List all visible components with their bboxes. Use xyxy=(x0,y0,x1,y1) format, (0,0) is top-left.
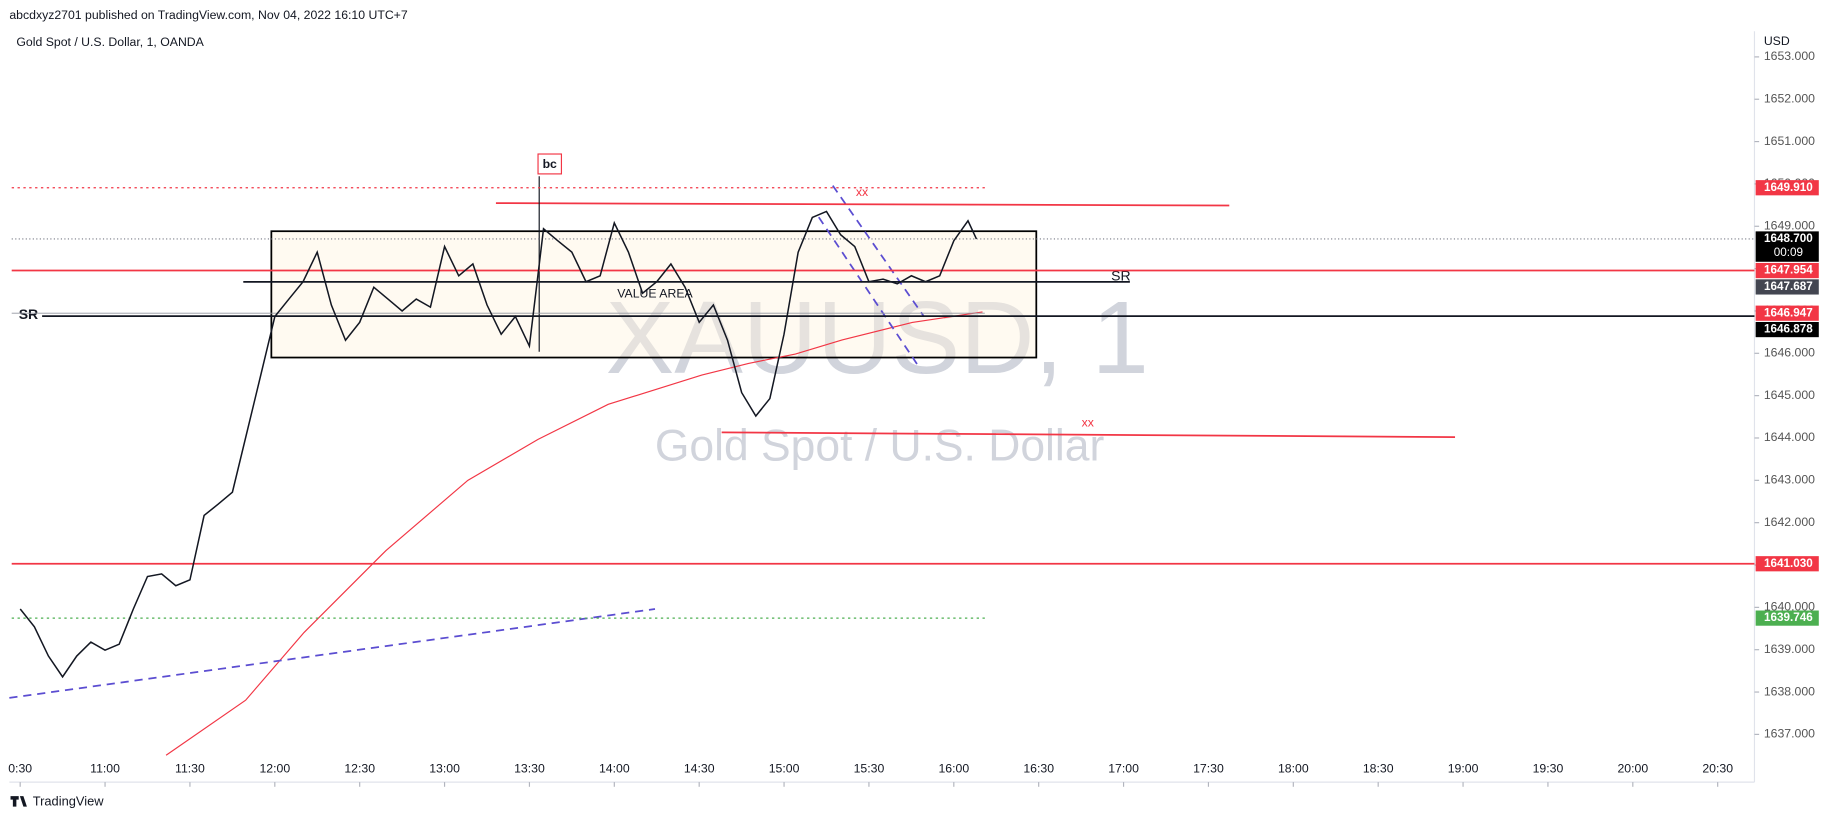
price-tag-label: 1639.746 xyxy=(1764,611,1813,624)
x-tick-label: 11:30 xyxy=(175,762,205,776)
price-line-series xyxy=(19,210,978,679)
sr-label: SR xyxy=(1111,268,1130,284)
x-tick-label: 18:30 xyxy=(1363,762,1394,776)
x-tick-label: 12:00 xyxy=(259,762,290,776)
x-tick-label: 0:30 xyxy=(8,762,32,776)
price-tag-label: 1647.954 xyxy=(1764,264,1813,277)
countdown: 00:09 xyxy=(1774,246,1803,259)
resistance-line xyxy=(495,202,1230,207)
price-tag-label: 1646.878 xyxy=(1764,323,1813,336)
x-tick-label: 15:30 xyxy=(854,762,885,776)
price-tag xyxy=(1755,321,1819,338)
price-tag xyxy=(1755,279,1819,295)
price-tag xyxy=(1755,305,1819,321)
y-tick-label: 1646.000 xyxy=(1764,346,1815,360)
price-tag xyxy=(1755,231,1819,262)
y-tick-label: 1649.000 xyxy=(1764,219,1815,233)
bc-label: bc xyxy=(543,157,557,171)
publish-info: abcdxyz2701 published on TradingView.com… xyxy=(9,8,407,22)
watermark-ticker: XAUUSD, 1 xyxy=(606,280,1149,395)
plot: bc xx xx SR SR VALUE AREA xyxy=(9,153,1755,756)
x-tick-label: 19:00 xyxy=(1448,762,1479,776)
x-tick-label: 11:00 xyxy=(90,762,120,776)
watermark-name: Gold Spot / U.S. Dollar xyxy=(655,422,1105,471)
y-tick-label: 1653.000 xyxy=(1764,49,1815,63)
bc-box xyxy=(537,153,563,175)
symbol-info: Gold Spot / U.S. Dollar, 1, OANDA xyxy=(16,35,204,49)
y-tick-label: 1643.000 xyxy=(1764,473,1815,487)
y-tick-label: 1642.000 xyxy=(1764,515,1815,529)
price-tag-label: 1648.700 xyxy=(1764,232,1813,245)
support-line xyxy=(721,431,1456,438)
price-tag xyxy=(1755,262,1819,279)
y-tick-label: 1652.000 xyxy=(1764,91,1815,105)
price-tag-label: 1646.947 xyxy=(1764,306,1813,319)
x-tick-label: 18:00 xyxy=(1278,762,1309,776)
sr-label: SR xyxy=(19,306,38,322)
x-tick-label: 15:00 xyxy=(769,762,800,776)
x-tick-label: 20:30 xyxy=(1702,762,1733,776)
moving-average xyxy=(165,311,983,756)
price-tag xyxy=(1755,610,1819,626)
y-tick-label: 1637.000 xyxy=(1764,727,1815,741)
value-area-label: VALUE AREA xyxy=(617,287,693,301)
price-tag-label: 1647.687 xyxy=(1764,280,1813,293)
x-tick-label: 14:30 xyxy=(684,762,715,776)
x-tick-label: 20:00 xyxy=(1617,762,1648,776)
trendline xyxy=(9,608,656,699)
x-tick-label: 19:30 xyxy=(1533,762,1564,776)
brand: TradingView xyxy=(33,793,104,808)
x-tick-label: 14:00 xyxy=(599,762,630,776)
price-tag-label: 1649.910 xyxy=(1764,181,1813,194)
x-tick-label: 13:30 xyxy=(514,762,545,776)
brand-logo xyxy=(10,796,27,807)
channel-line xyxy=(832,185,925,318)
x-tick-label: 16:30 xyxy=(1023,762,1054,776)
y-tick-label: 1638.000 xyxy=(1764,684,1815,698)
x-tick-label: 13:00 xyxy=(429,762,460,776)
price-tag-label: 1641.030 xyxy=(1764,557,1813,570)
y-tick-label: 1645.000 xyxy=(1764,388,1815,402)
y-tick-label: 1651.000 xyxy=(1764,134,1815,148)
y-tick-label: 1644.000 xyxy=(1764,430,1815,444)
channel-line xyxy=(818,216,919,367)
price-tag xyxy=(1755,180,1819,196)
price-tag xyxy=(1755,556,1819,572)
currency: USD xyxy=(1764,34,1790,48)
x-tick-label: 17:30 xyxy=(1193,762,1224,776)
xx-label: xx xyxy=(856,185,868,199)
x-tick-label: 16:00 xyxy=(938,762,969,776)
y-tick-label: 1640.000 xyxy=(1764,600,1815,614)
y-tick-label: 1639.000 xyxy=(1764,642,1815,656)
xx-label: xx xyxy=(1082,415,1094,429)
x-tick-label: 12:30 xyxy=(344,762,375,776)
x-tick-label: 17:00 xyxy=(1108,762,1139,776)
